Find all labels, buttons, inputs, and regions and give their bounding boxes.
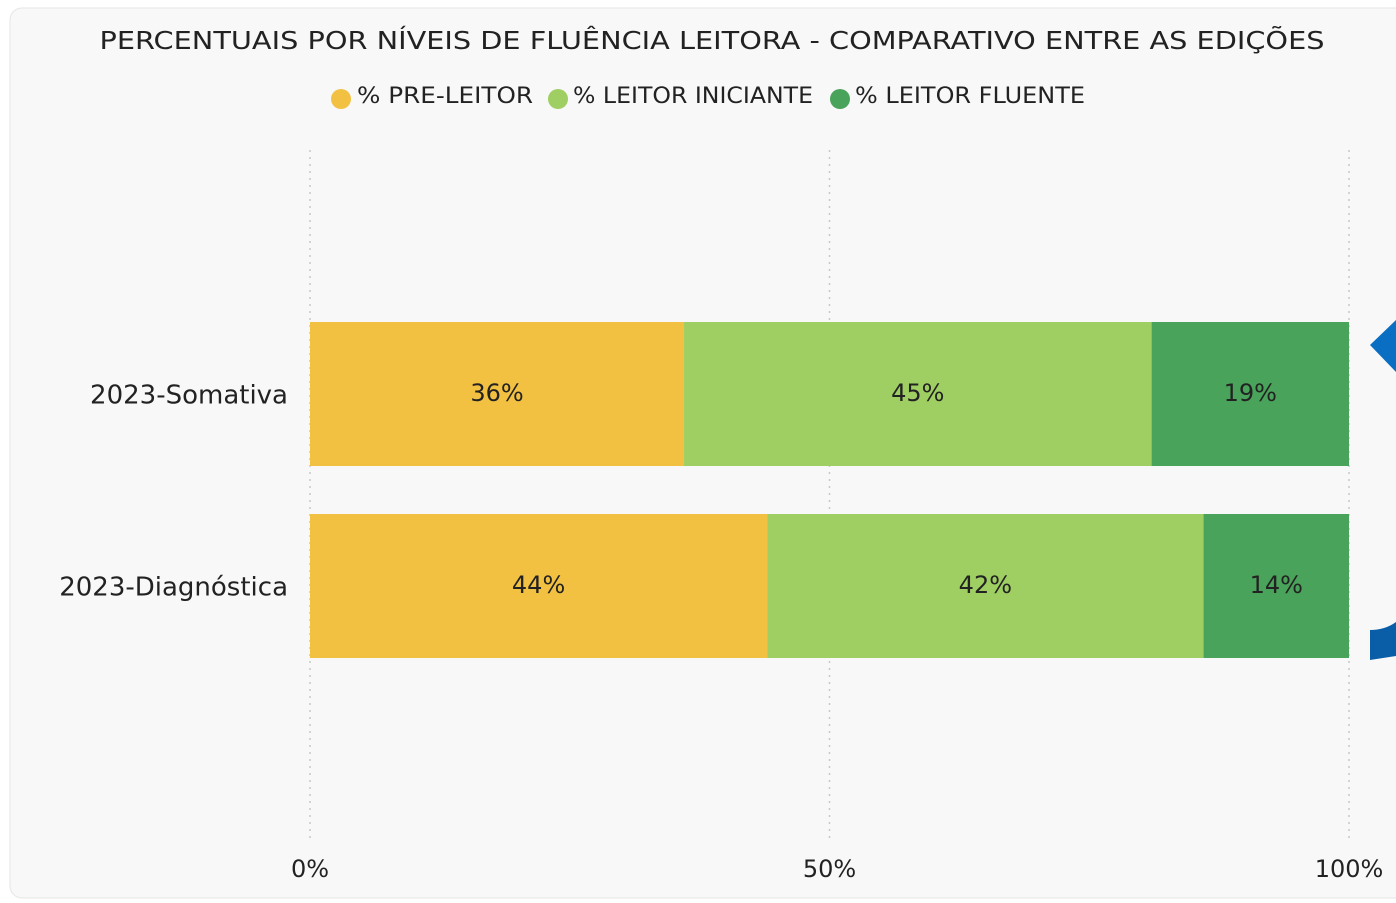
data-label: 36% [470,379,523,407]
bar-segment [1151,322,1349,466]
y-tick-label: 2023-Diagnóstica [59,573,288,603]
x-tick-label: 0% [291,855,329,883]
x-tick-label: 100% [1315,855,1384,883]
data-label: 42% [959,571,1012,599]
decoration [1370,622,1396,660]
legend-marker [548,89,568,109]
legend-marker [830,89,850,109]
legend-label: % LEITOR INICIANTE [573,84,813,109]
legend-label: % LEITOR FLUENTE [855,84,1085,109]
bar-segment [310,322,685,466]
data-label: 19% [1224,379,1277,407]
chart-title: PERCENTUAIS POR NÍVEIS DE FLUÊNCIA LEITO… [100,25,1325,55]
data-label: 45% [891,379,944,407]
bar-segment [1203,514,1349,658]
bar-segment [684,322,1152,466]
data-label: 14% [1250,571,1303,599]
decoration [1370,320,1396,372]
legend-marker [331,89,351,109]
legend-label: % PRE-LEITOR [357,84,533,109]
bar-segment [767,514,1204,658]
data-label: 44% [512,571,565,599]
bar-segment [310,514,768,658]
y-tick-label: 2023-Somativa [90,381,288,411]
x-tick-label: 50% [803,855,856,883]
